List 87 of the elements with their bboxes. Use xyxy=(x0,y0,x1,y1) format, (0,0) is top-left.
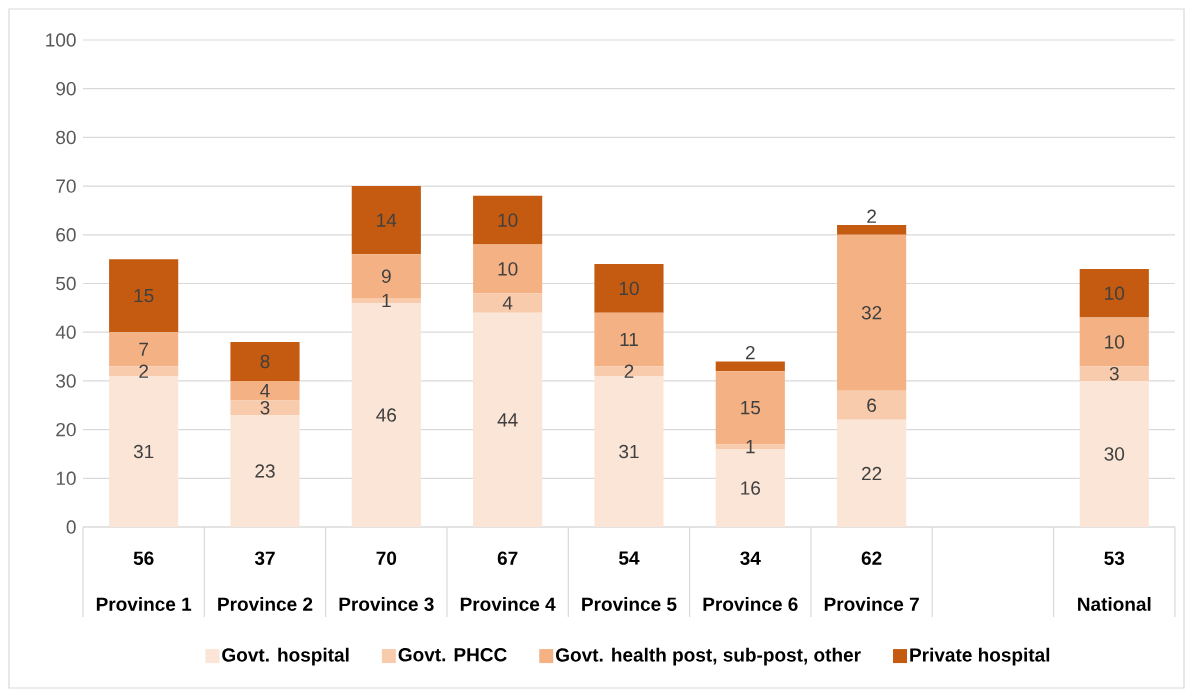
y-tick-label: 20 xyxy=(56,422,76,437)
x-tick-label: Province 5 xyxy=(582,596,677,611)
data-label: 9 xyxy=(381,269,391,283)
data-label: 8 xyxy=(260,354,270,369)
total-label: 53 xyxy=(1104,551,1125,565)
bar xyxy=(837,225,907,235)
y-tick-label: 90 xyxy=(56,81,76,96)
data-label: 30 xyxy=(1104,447,1125,461)
bar xyxy=(230,341,300,381)
legend-label: Govt. PHCC xyxy=(398,648,507,662)
data-label: 1 xyxy=(382,294,391,308)
data-label: 14 xyxy=(377,213,397,227)
data-label: 46 xyxy=(376,408,397,422)
bar xyxy=(351,186,421,255)
total-label: 70 xyxy=(376,551,397,565)
data-label: 11 xyxy=(620,332,638,347)
total-label: 56 xyxy=(133,551,154,565)
y-tick-label: 10 xyxy=(56,471,76,486)
data-label: 2 xyxy=(624,364,634,378)
data-label: 16 xyxy=(741,481,761,495)
total-label: 37 xyxy=(254,551,275,565)
data-label: 10 xyxy=(1105,335,1125,349)
x-tick-label: Province 4 xyxy=(460,596,556,611)
data-label: 10 xyxy=(498,213,518,227)
data-label: 2 xyxy=(139,364,148,378)
data-label: 4 xyxy=(260,384,270,398)
data-label: 32 xyxy=(861,306,882,320)
bar xyxy=(473,312,543,528)
bar xyxy=(230,380,300,401)
x-tick-label: Province 7 xyxy=(824,596,919,611)
bar xyxy=(594,264,664,313)
bar xyxy=(473,244,543,294)
y-tick-label: 50 xyxy=(56,276,76,291)
y-tick-label: 80 xyxy=(56,130,76,145)
data-label: 6 xyxy=(867,398,877,412)
y-tick-label: 40 xyxy=(55,325,76,339)
bar xyxy=(1079,317,1149,367)
total-label: 67 xyxy=(497,551,518,565)
bar xyxy=(715,361,785,372)
y-tick-label: 0 xyxy=(66,520,76,534)
data-label: 2 xyxy=(745,345,755,360)
x-tick-label: Province 6 xyxy=(703,596,798,611)
bar xyxy=(837,419,907,528)
y-tick-label: 60 xyxy=(56,228,76,242)
data-label: 4 xyxy=(502,296,513,310)
legend-label: Private hospital xyxy=(910,647,1050,666)
data-label: 3 xyxy=(260,400,270,415)
total-label: 62 xyxy=(861,551,882,565)
data-label: 31 xyxy=(133,444,154,459)
bar xyxy=(1079,380,1149,528)
data-label: 10 xyxy=(619,281,639,296)
data-label: 2 xyxy=(867,209,876,223)
bar xyxy=(109,366,179,377)
data-label: 7 xyxy=(139,342,148,356)
bar xyxy=(594,366,664,377)
bar xyxy=(230,415,300,528)
x-tick-label: Province 1 xyxy=(96,596,192,611)
data-label: 22 xyxy=(862,466,882,481)
y-tick-label: 100 xyxy=(46,33,76,47)
data-label: 44 xyxy=(497,413,518,427)
data-label: 10 xyxy=(498,262,518,276)
legend-label: Govt. hospital xyxy=(222,647,349,666)
y-tick-label: 70 xyxy=(56,179,76,193)
bar xyxy=(594,376,664,528)
bar xyxy=(109,259,179,333)
y-tick-label: 30 xyxy=(56,374,76,388)
bar xyxy=(230,400,300,415)
total-label: 34 xyxy=(740,551,761,565)
bar xyxy=(837,390,907,420)
data-label: 31 xyxy=(619,444,639,459)
bar xyxy=(109,376,179,528)
data-label: 15 xyxy=(134,289,154,303)
bar xyxy=(837,234,907,391)
legend-label: Govt. health post, sub-post, other xyxy=(556,647,861,666)
data-label: 23 xyxy=(255,464,275,478)
bar xyxy=(473,293,543,313)
data-label: 15 xyxy=(741,401,761,415)
x-tick-label: Province 3 xyxy=(339,596,434,611)
bar xyxy=(473,195,543,245)
total-label: 54 xyxy=(618,551,640,565)
data-label: 10 xyxy=(1105,286,1125,300)
bar xyxy=(1079,268,1149,318)
data-label: 1 xyxy=(746,440,755,454)
x-tick-label: Province 2 xyxy=(218,596,313,611)
bar xyxy=(1079,366,1149,381)
x-tick-label: National xyxy=(1078,596,1151,611)
data-label: 3 xyxy=(1109,366,1119,381)
